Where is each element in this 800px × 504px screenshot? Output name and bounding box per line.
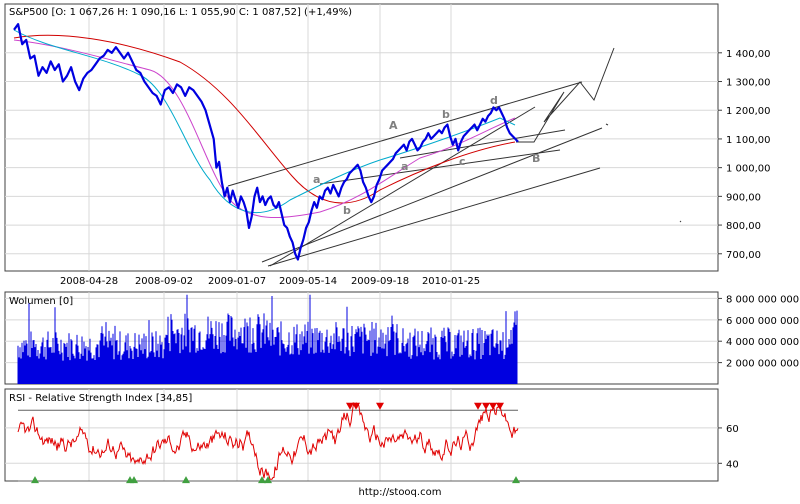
middle-channel-line [261,127,603,263]
rsi-series [17,401,519,480]
rsi-vertical-grid [88,389,452,481]
volume-chart-title: Wolumen [0] [9,296,73,307]
rsi-signal-markers [31,402,520,484]
price-y-tick-label: 1 300,00 [726,78,771,89]
price-panel: 700,00 800,00 900,00 1 000,00 1 100,00 1 200,… [4,3,771,287]
price-x-tick-label: 2009-05-14 [279,276,337,287]
upper-channel-line [227,81,583,187]
volume-y-tick-label: 2 000 000 000 [726,359,799,370]
volume-y-tick-label: 6 000 000 000 [726,316,799,327]
dot-mark-2 [679,220,682,223]
dot-mark-1 [605,123,609,126]
long-ma-line [13,34,516,204]
price-x-tick-label: 2008-04-28 [60,276,118,287]
rsi-overbought-marker [482,402,490,410]
rsi-y-tick-label: 60 [726,424,739,435]
rsi-overbought-marker [489,402,497,410]
short-ma-line [13,29,516,214]
rsi-y-tick-labels: 40 60 [718,424,739,470]
volume-bars [17,294,518,384]
rsi-chart-title: RSI - Relative Strength Index [34,85] [9,393,192,404]
price-x-tick-label: 2008-09-02 [135,276,193,287]
rsi-overbought-marker [352,402,360,410]
wave-label-A: A [389,119,398,132]
price-y-tick-label: 800,00 [726,221,761,232]
price-y-tick-label: 1 100,00 [726,135,771,146]
rsi-plot-frame [4,388,719,482]
wave-label-a-high: a [401,160,408,173]
price-series [13,23,519,261]
price-y-tick-label: 900,00 [726,192,761,203]
price-y-tick-label: 1 200,00 [726,106,771,117]
rsi-oversold-marker [31,476,39,484]
footer-url[interactable]: http://stooq.com [359,487,442,498]
rsi-oversold-marker [512,476,520,484]
volume-y-tick-label: 4 000 000 000 [726,337,799,348]
rsi-overbought-marker [496,402,504,410]
support-line [269,106,536,267]
moving-averages [13,29,516,218]
rsi-y-tick-label: 40 [726,459,739,470]
wave-label-b-high: b [442,108,450,121]
price-y-tick-label: 700,00 [726,250,761,261]
price-x-tick-label: 2009-09-18 [351,276,409,287]
volume-y-tick-labels: 2 000 000 000 4 000 000 000 6 000 000 000 8… [718,294,799,370]
price-y-tick-label: 1 400,00 [726,49,771,60]
price-x-tick-label: 2009-01-07 [208,276,266,287]
projection-path [516,47,615,143]
price-horizontal-grid [5,52,718,255]
lower-channel-line [267,167,601,267]
rsi-oversold-marker [264,476,272,484]
price-x-tick-label: 2010-01-25 [422,276,480,287]
wave-label-d: d [490,94,498,107]
rsi-oversold-marker [130,476,138,484]
rsi-panel: 40 60 RSI - Relative Strength Index [34,8… [4,388,739,484]
rsi-oversold-marker [258,476,266,484]
volume-panel: 2 000 000 000 4 000 000 000 6 000 000 000 8… [4,291,799,385]
price-y-tick-labels: 700,00 800,00 900,00 1 000,00 1 100,00 1 200,… [718,49,771,261]
price-plot-frame [4,3,719,272]
wave-labels: A B a b c d a b [313,94,540,217]
wave-label-a-low: a [313,173,320,186]
rsi-overbought-marker [346,402,354,410]
price-x-tick-labels: 2008-04-28 2008-09-02 2009-01-07 2009-05-14… [60,276,480,287]
price-line [13,23,519,261]
wave-label-b-low: b [343,204,351,217]
volume-y-tick-label: 8 000 000 000 [726,294,799,305]
rsi-overbought-marker [376,402,384,410]
inner-line-1 [319,149,561,185]
mid-ma-line [13,39,516,218]
price-y-tick-label: 1 000,00 [726,164,771,175]
wave-label-c: c [459,155,466,168]
inner-line-2 [399,129,566,159]
rsi-horizontal-grid [5,427,718,464]
trend-channels [227,47,682,267]
rsi-overbought-marker [474,402,482,410]
rsi-oversold-marker [182,476,190,484]
wave-label-B: B [532,152,540,165]
price-chart-title: S&P500 [O: 1 067,26 H: 1 090,16 L: 1 055… [9,7,352,18]
rsi-line [17,401,519,480]
